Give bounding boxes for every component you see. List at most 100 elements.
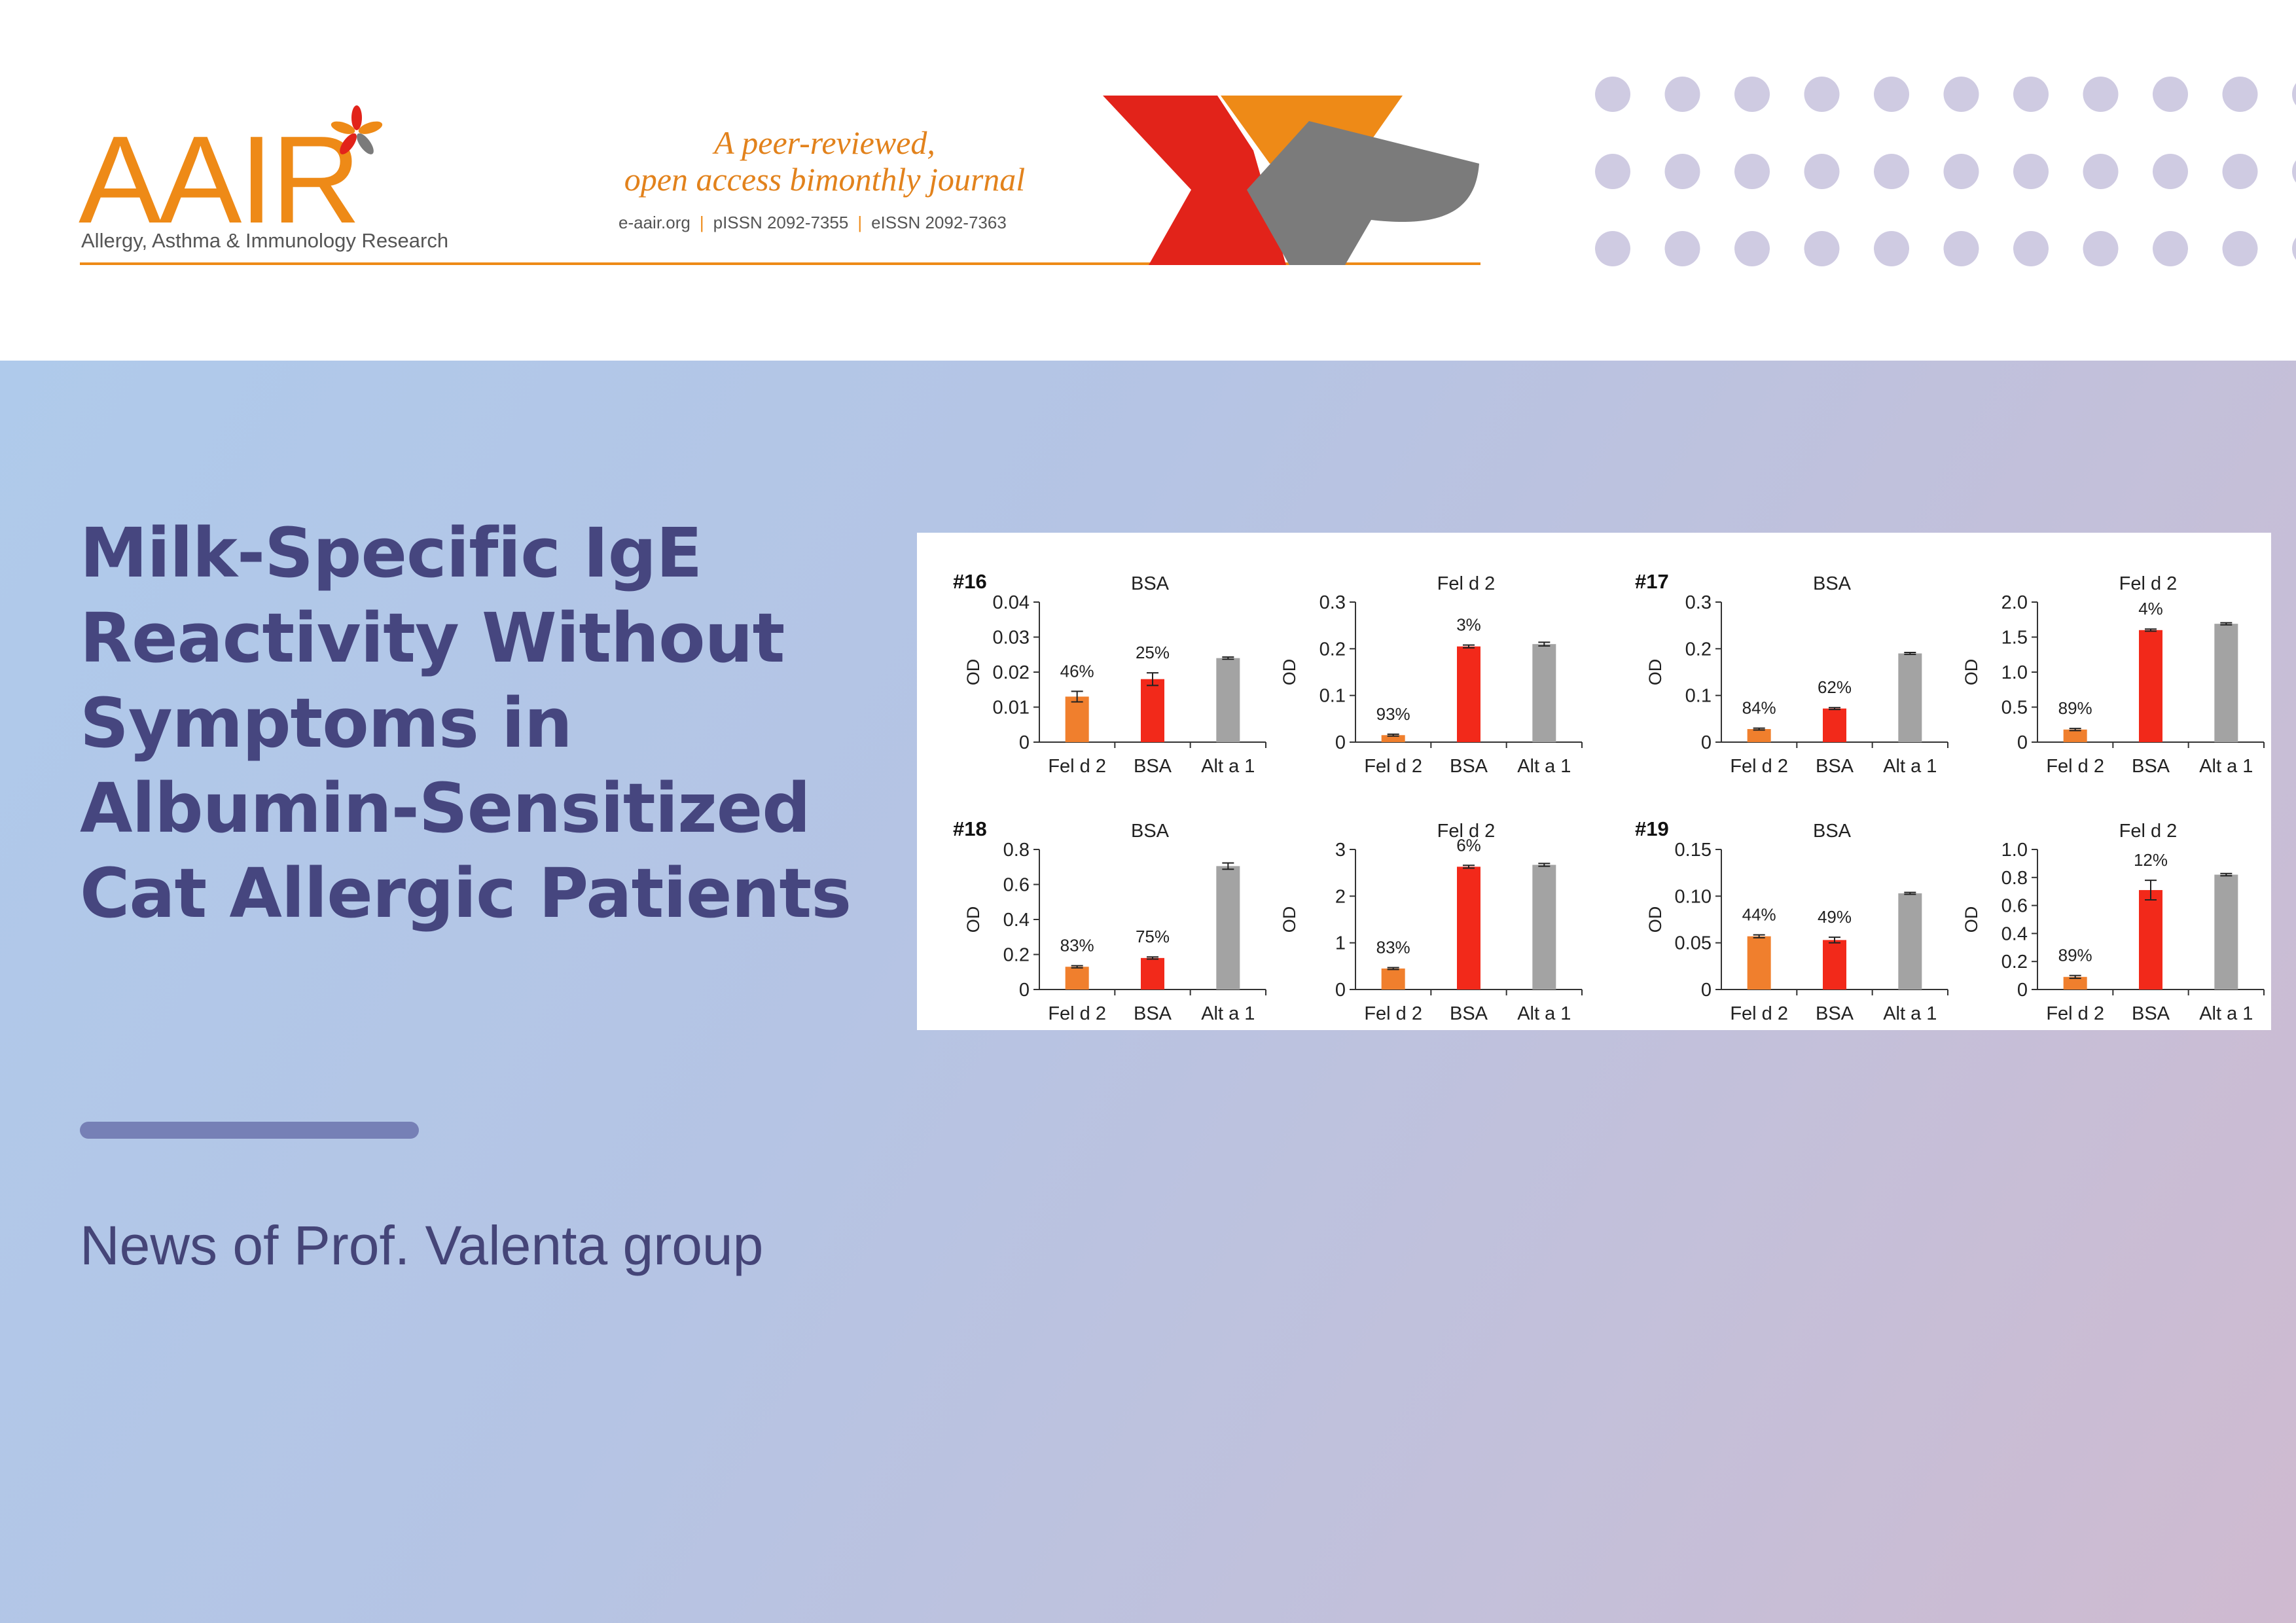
decorative-dot (1804, 77, 1840, 112)
x-tick-label: Fel d 2 (1730, 1003, 1788, 1024)
decorative-dot (2292, 160, 2296, 183)
chart-8: Fel d 2 OD 0 0.2 0.4 0.6 0.8 1.0 Fel d 2 89% BSA 12… (1962, 821, 2265, 1024)
journal-logo: AAIR (79, 111, 361, 249)
decorative-dot (1734, 231, 1770, 266)
percent-label: 89% (2058, 946, 2092, 965)
x-tick-label: BSA (1816, 756, 1854, 777)
x-tick-label: Fel d 2 (1048, 756, 1106, 777)
percent-label: 49% (1818, 907, 1852, 927)
y-tick-label: 0 (1335, 980, 1346, 1001)
y-tick-label: 0.10 (1675, 886, 1712, 907)
decorative-dot (2083, 77, 2119, 112)
decorative-dot (2083, 154, 2119, 189)
bar-alt-a-1 (1532, 644, 1556, 742)
y-tick-label: 0.6 (2001, 896, 2028, 917)
x-tick-label: Fel d 2 (1364, 1003, 1422, 1024)
figure-charts: #16 BSA OD 0 0.01 0.02 0.03 0.04 Fel d 2 46% BSA 25… (953, 570, 2265, 1024)
patient-label: #16 (953, 570, 987, 593)
bar-bsa (1141, 957, 1164, 990)
header-rule (80, 262, 1480, 265)
bar-bsa (1141, 679, 1164, 742)
x-tick-label: BSA (1134, 1003, 1172, 1024)
bar-bsa (1457, 646, 1480, 742)
decorative-dot (1595, 77, 1630, 112)
percent-label: 89% (2058, 698, 2092, 718)
chart-title: BSA (1813, 821, 1852, 842)
chart-5: #18 BSA OD 0 0.2 0.4 0.6 0.8 Fel d 2 83% BSA 75% Alt… (953, 817, 1266, 1024)
decorative-dot (2083, 231, 2119, 266)
x-tick-label: Fel d 2 (2046, 1003, 2104, 1024)
y-tick-label: 0 (1019, 980, 1030, 1001)
decorative-dot (1664, 77, 1700, 112)
y-tick-label: 0.8 (1003, 840, 1030, 861)
percent-label: 3% (1456, 615, 1481, 635)
decorative-dot (2292, 83, 2296, 105)
y-axis-label: OD (1962, 906, 1981, 933)
x-tick-label: BSA (1450, 1003, 1488, 1024)
figure-panel: #16 BSA OD 0 0.01 0.02 0.03 0.04 Fel d 2 46% BSA 25… (917, 533, 2271, 1030)
news-label: News of Prof. Valenta group (80, 1215, 764, 1276)
x-tick-label: Fel d 2 (1048, 1003, 1106, 1024)
y-tick-label: 2.0 (2001, 592, 2028, 613)
y-axis-label: OD (1280, 659, 1299, 686)
y-tick-label: 0.1 (1685, 686, 1712, 707)
tagline-line-2: open access bimonthly journal (624, 161, 1026, 198)
y-tick-label: 0 (2017, 980, 2028, 1001)
decorative-dot (1943, 77, 1979, 112)
percent-label: 25% (1136, 643, 1170, 662)
percent-label: 44% (1742, 905, 1776, 925)
percent-label: 62% (1818, 677, 1852, 697)
patient-label: #17 (1635, 570, 1669, 593)
decorative-dot (2013, 154, 2049, 189)
y-tick-label: 0.2 (1685, 639, 1712, 660)
chart-title: Fel d 2 (1437, 821, 1496, 842)
decorative-dot (2222, 154, 2258, 189)
bar-fel-d-2 (1381, 735, 1405, 742)
y-tick-label: 0 (2017, 732, 2028, 753)
patient-label: #18 (953, 817, 987, 840)
x-tick-label: Fel d 2 (1730, 756, 1788, 777)
chart-title: Fel d 2 (2119, 821, 2178, 842)
bar-bsa (2139, 630, 2162, 742)
y-tick-label: 0.15 (1675, 840, 1712, 861)
y-tick-label: 0.8 (2001, 868, 2028, 889)
brand-shape-red (1103, 96, 1286, 265)
chart-2: Fel d 2 OD 0 0.1 0.2 0.3 Fel d 2 93% BSA 3% Alt a … (1280, 573, 1583, 777)
decorative-dot-grid (1595, 77, 2296, 266)
y-tick-label: 0.3 (1319, 592, 1346, 613)
bar-alt-a-1 (2214, 874, 2238, 990)
decorative-dot (1804, 154, 1840, 189)
bar-fel-d-2 (1065, 696, 1089, 742)
x-tick-label: BSA (2132, 756, 2170, 777)
decorative-dot (2222, 77, 2258, 112)
y-tick-label: 0.04 (993, 592, 1030, 613)
y-tick-label: 0.4 (1003, 910, 1030, 931)
print-issn: pISSN 2092-7355 (713, 213, 849, 232)
y-axis-label: OD (1645, 906, 1665, 933)
decorative-dot (2013, 231, 2049, 266)
y-axis-label: OD (963, 659, 983, 686)
bar-alt-a-1 (2214, 624, 2238, 742)
decorative-dot (2153, 154, 2188, 189)
chart-title: BSA (1131, 573, 1170, 594)
chart-title: Fel d 2 (2119, 573, 2178, 594)
y-tick-label: 3 (1335, 840, 1346, 861)
decorative-dot (1664, 231, 1700, 266)
bar-fel-d-2 (1747, 936, 1771, 990)
y-axis-label: OD (1645, 659, 1665, 686)
y-axis-label: OD (1962, 659, 1981, 686)
chart-3: #17 BSA OD 0 0.1 0.2 0.3 Fel d 2 84% BSA 62% Alt a … (1635, 570, 1948, 777)
x-tick-label: Fel d 2 (2046, 756, 2104, 777)
percent-label: 83% (1060, 936, 1094, 955)
x-tick-label: Alt a 1 (1517, 756, 1571, 777)
y-tick-label: 0 (1019, 732, 1030, 753)
chart-1: #16 BSA OD 0 0.01 0.02 0.03 0.04 Fel d 2 46% BSA 25… (953, 570, 1266, 777)
y-tick-label: 0 (1701, 980, 1712, 1001)
chart-4: Fel d 2 OD 0 0.5 1.0 1.5 2.0 Fel d 2 89% BSA 4% Alt… (1962, 573, 2265, 777)
percent-label: 6% (1456, 835, 1481, 855)
y-tick-label: 2 (1335, 886, 1346, 907)
tagline-line-1: A peer-reviewed, (714, 124, 935, 161)
y-tick-label: 0.01 (993, 698, 1030, 719)
decorative-dot (2153, 77, 2188, 112)
patient-label: #19 (1635, 817, 1669, 840)
